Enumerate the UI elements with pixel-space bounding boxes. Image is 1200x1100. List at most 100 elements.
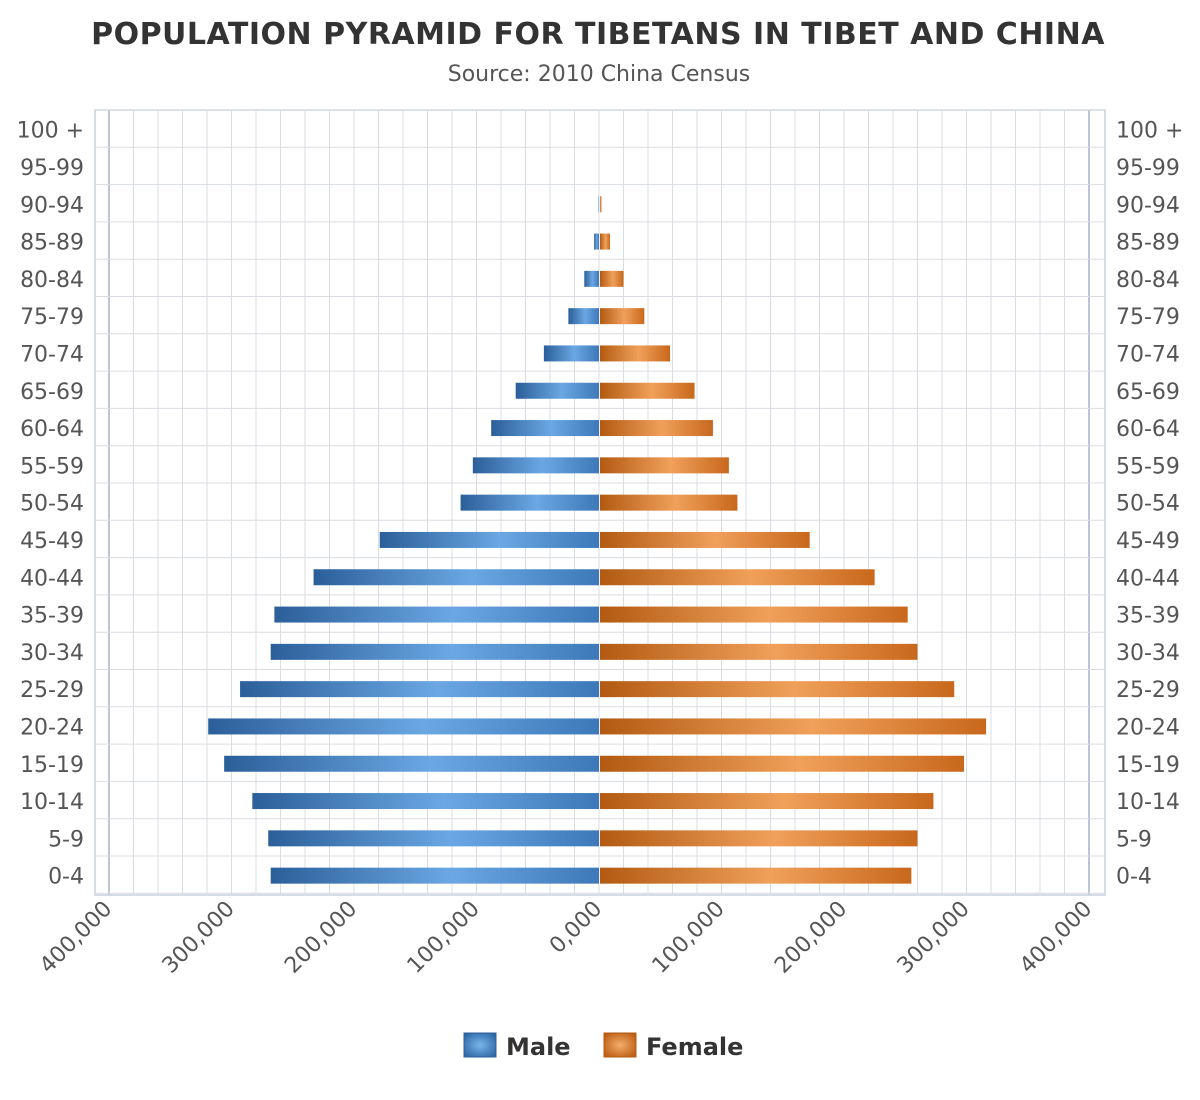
bar-female <box>600 867 912 884</box>
category-label: 100 + <box>17 119 84 144</box>
x-tick-label: 300,000 <box>158 897 240 979</box>
category-label: 50-54 <box>1116 492 1180 517</box>
category-label: 70-74 <box>1116 342 1180 367</box>
x-tick-label: 300,000 <box>893 897 975 979</box>
legend-swatch-female <box>603 1032 637 1058</box>
legend-label-female: Female <box>646 1033 743 1061</box>
category-label: 85-89 <box>20 231 84 256</box>
category-label: 10-14 <box>20 790 84 815</box>
legend: Male Female <box>463 1032 743 1061</box>
category-label: 30-34 <box>1116 641 1180 666</box>
category-label: 95-99 <box>20 156 84 181</box>
x-axis-tick-labels: 400,000 300,000 200,000 100,000 0,000 100,000… <box>35 897 1097 979</box>
bar-female <box>600 643 918 660</box>
bar-male <box>515 382 599 399</box>
category-label: 35-39 <box>20 604 84 629</box>
category-label: 85-89 <box>1116 231 1180 256</box>
x-tick-label: 200,000 <box>280 897 362 979</box>
category-label: 95-99 <box>1116 156 1180 181</box>
category-label: 45-49 <box>1116 529 1180 554</box>
bar-female <box>600 755 965 772</box>
legend-item-male[interactable]: Male <box>463 1032 571 1061</box>
bar-male <box>568 308 599 325</box>
category-labels-right: 100 + 95-99 90-94 85-89 80-84 75-79 70-74 65-69… <box>1116 119 1183 890</box>
bar-female <box>600 345 671 362</box>
bar-female <box>600 494 738 511</box>
bar-female <box>600 531 810 548</box>
category-label: 25-29 <box>20 678 84 703</box>
category-label: 20-24 <box>1116 715 1180 740</box>
category-label: 50-54 <box>20 492 84 517</box>
bar-male <box>270 867 599 884</box>
bar-male <box>379 531 599 548</box>
category-label: 75-79 <box>20 305 84 330</box>
category-label: 80-84 <box>1116 268 1180 293</box>
bar-male <box>472 457 599 474</box>
category-label: 70-74 <box>20 342 84 367</box>
bar-female <box>600 569 875 586</box>
category-label: 10-14 <box>1116 790 1180 815</box>
bar-male <box>240 681 599 698</box>
category-label: 60-64 <box>20 417 84 442</box>
bar-female <box>600 457 729 474</box>
bar-female <box>600 233 611 250</box>
bar-female <box>600 308 645 325</box>
category-label: 35-39 <box>1116 604 1180 629</box>
legend-swatch-male <box>463 1032 497 1058</box>
x-tick-label: 100,000 <box>403 897 485 979</box>
category-label: 90-94 <box>1116 193 1180 218</box>
chart-subtitle: Source: 2010 China Census <box>448 62 751 87</box>
category-label: 45-49 <box>20 529 84 554</box>
x-tick-label: 200,000 <box>770 897 852 979</box>
bar-male <box>598 196 599 213</box>
category-label: 30-34 <box>20 641 84 666</box>
category-label: 100 + <box>1116 119 1183 144</box>
bar-male <box>543 345 599 362</box>
bar-female <box>600 420 713 437</box>
category-label: 5-9 <box>48 827 84 852</box>
legend-label-male: Male <box>506 1033 571 1061</box>
bar-female <box>600 606 908 623</box>
chart-title: POPULATION PYRAMID FOR TIBETANS IN TIBET… <box>91 17 1105 52</box>
bar-male <box>460 494 599 511</box>
category-label: 0-4 <box>1116 865 1152 890</box>
category-label: 65-69 <box>20 380 84 405</box>
bar-female <box>600 270 624 287</box>
category-label: 15-19 <box>20 753 84 778</box>
bar-male <box>208 718 599 735</box>
bar-female <box>600 196 602 213</box>
bar-female <box>600 830 918 847</box>
category-label: 60-64 <box>1116 417 1180 442</box>
category-label: 65-69 <box>1116 380 1180 405</box>
category-label: 40-44 <box>1116 566 1180 591</box>
bar-male <box>224 755 599 772</box>
category-labels-left: 100 + 95-99 90-94 85-89 80-84 75-79 70-74 65-69… <box>17 119 84 890</box>
bar-male <box>594 233 599 250</box>
category-label: 5-9 <box>1116 827 1152 852</box>
category-label: 0-4 <box>48 865 84 890</box>
category-label: 20-24 <box>20 715 84 740</box>
bar-male <box>274 606 599 623</box>
bar-male <box>313 569 599 586</box>
category-label: 80-84 <box>20 268 84 293</box>
x-tick-label: 400,000 <box>35 897 117 979</box>
category-label: 25-29 <box>1116 678 1180 703</box>
bar-female <box>600 793 934 810</box>
category-label: 40-44 <box>20 566 84 591</box>
bar-female <box>600 681 955 698</box>
x-tick-label: 0,000 <box>545 897 607 959</box>
bar-male <box>491 420 599 437</box>
bar-male <box>270 643 599 660</box>
x-tick-label: 400,000 <box>1015 897 1097 979</box>
category-label: 55-59 <box>1116 454 1180 479</box>
bars-layer <box>208 196 987 884</box>
bar-male <box>252 793 599 810</box>
category-label: 75-79 <box>1116 305 1180 330</box>
category-label: 15-19 <box>1116 753 1180 778</box>
category-label: 55-59 <box>20 454 84 479</box>
legend-item-female[interactable]: Female <box>603 1032 743 1061</box>
x-tick-label: 100,000 <box>648 897 730 979</box>
category-label: 90-94 <box>20 193 84 218</box>
